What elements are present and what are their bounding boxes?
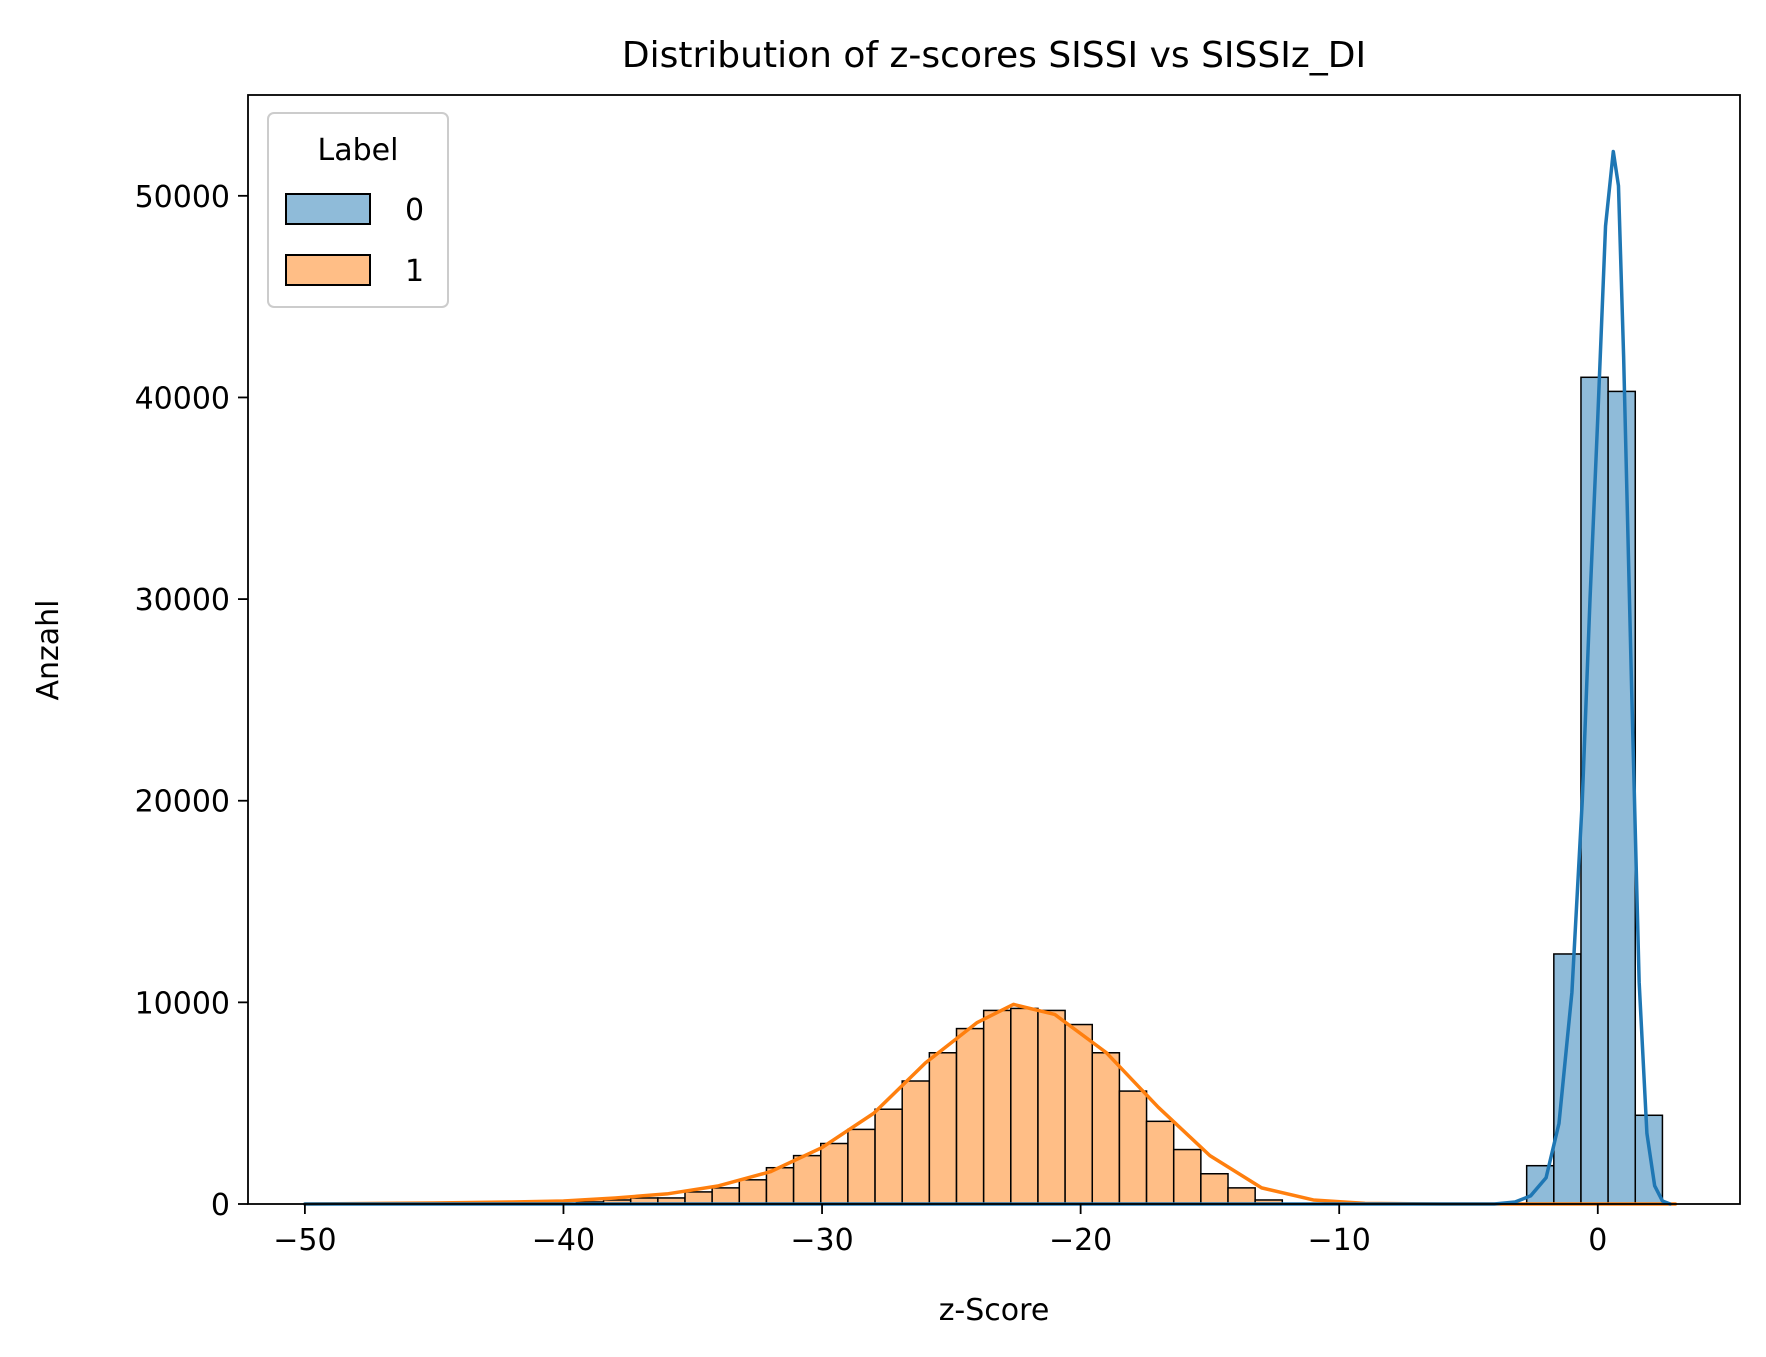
bar-label-0-3	[1607, 390, 1637, 1205]
y-axis-ticks: 0 10000 20000 30000 40000 50000	[135, 180, 248, 1223]
chart-title: Distribution of z-scores SISSI vs SISSIz…	[622, 35, 1366, 76]
bar-label-1-17	[1037, 1009, 1066, 1205]
bar-label-1-18	[1064, 1023, 1094, 1205]
bar-label-1-4	[684, 1191, 713, 1205]
x-axis-label: z-Score	[939, 1293, 1050, 1328]
y-tick-label: 20000	[135, 785, 230, 820]
bar-label-1-16	[1010, 1007, 1039, 1205]
bar-label-1-9	[820, 1142, 849, 1205]
x-tick-label: −30	[790, 1223, 853, 1258]
bar-label-1-24	[1227, 1187, 1256, 1205]
kde-line-label-0	[303, 149, 1672, 1206]
plot-frame	[247, 94, 1741, 1205]
bar-label-1-15	[982, 1009, 1012, 1205]
x-tick-label: −50	[273, 1223, 336, 1258]
x-tick-label: 0	[1588, 1223, 1607, 1258]
y-tick-label: 0	[211, 1188, 230, 1223]
bar-label-1-11	[874, 1108, 903, 1205]
bar-label-1-6	[738, 1179, 768, 1205]
bar-label-1-10	[847, 1128, 876, 1205]
bar-label-1-23	[1200, 1173, 1229, 1205]
bar-label-0-1	[1553, 953, 1582, 1205]
bar-label-1-22	[1172, 1148, 1202, 1205]
bar-label-1-12	[901, 1080, 931, 1205]
y-tick-label: 30000	[135, 583, 230, 618]
y-tick-label: 50000	[135, 180, 230, 215]
x-axis-ticks: −50 −40 −30 −20 −10 0	[273, 1204, 1607, 1258]
bar-label-1-13	[928, 1052, 958, 1205]
legend: Label 0 1	[267, 112, 449, 308]
x-tick-label: −40	[532, 1223, 595, 1258]
bar-label-1-8	[792, 1154, 822, 1205]
bar-label-1-5	[711, 1187, 741, 1205]
bars-layer	[575, 376, 1664, 1205]
bar-label-1-14	[955, 1027, 985, 1205]
legend-title: Label	[318, 133, 399, 168]
x-tick-label: −10	[1308, 1223, 1371, 1258]
legend-entry-label-1: 1	[405, 254, 424, 289]
bar-label-1-21	[1145, 1120, 1175, 1205]
y-tick-label: 40000	[135, 381, 230, 416]
bar-label-0-0	[1525, 1164, 1555, 1205]
y-axis-label: Anzahl	[31, 599, 66, 700]
legend-swatch-label-0	[285, 193, 371, 225]
legend-entry-label-0: 0	[405, 193, 424, 228]
bar-label-1-20	[1118, 1090, 1148, 1205]
x-tick-label: −20	[1049, 1223, 1112, 1258]
y-tick-label: 10000	[135, 986, 230, 1021]
bar-label-1-19	[1091, 1052, 1121, 1205]
legend-swatch-label-1	[285, 254, 371, 286]
